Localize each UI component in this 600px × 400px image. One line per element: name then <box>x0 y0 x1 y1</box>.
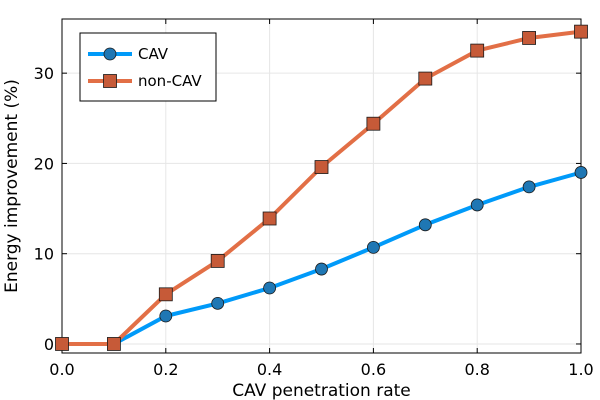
data-point <box>159 309 173 323</box>
data-point <box>574 24 588 39</box>
data-point <box>315 262 328 276</box>
y-tick-label: 10 <box>34 245 54 264</box>
y-tick-label: 0 <box>44 335 54 354</box>
data-point <box>470 198 484 212</box>
data-point <box>418 71 433 86</box>
legend-item: non-CAV <box>88 72 202 90</box>
data-point <box>366 240 380 254</box>
data-point <box>210 254 225 268</box>
y-tick-label: 30 <box>34 64 54 83</box>
data-point <box>418 218 432 232</box>
series-cav <box>55 166 588 351</box>
y-tick-label: 20 <box>34 154 54 173</box>
axes <box>61 18 582 354</box>
series-layer <box>55 24 588 351</box>
legend-box <box>79 32 217 102</box>
data-point <box>366 116 381 131</box>
data-point <box>158 287 173 302</box>
data-point <box>55 337 69 351</box>
ticks: 0.0 0.2 0.4 0.6 0.8 1.0 0 10 20 30 <box>34 19 594 379</box>
x-tick-label: 0.8 <box>464 360 489 379</box>
legend-label: CAV <box>138 45 169 63</box>
legend-item: CAV <box>88 45 169 63</box>
data-point <box>262 211 277 226</box>
plot-frame <box>61 18 582 354</box>
data-point <box>522 180 536 194</box>
data-point <box>314 160 329 174</box>
x-tick-label: 0.2 <box>153 360 178 379</box>
legend: CAV non-CAV <box>79 32 217 102</box>
data-point <box>522 31 536 45</box>
x-axis-label: CAV penetration rate <box>232 381 411 400</box>
x-tick-label: 0.4 <box>257 360 282 379</box>
y-axis-label: Energy improvement (%) <box>2 79 22 293</box>
x-tick-label: 0.0 <box>49 360 74 379</box>
x-tick-label: 1.0 <box>568 360 593 379</box>
data-point <box>470 43 485 58</box>
data-point <box>107 337 121 351</box>
data-point <box>574 166 588 179</box>
legend-label: non-CAV <box>138 72 202 90</box>
legend-marker <box>103 74 117 88</box>
legend-marker <box>103 47 117 61</box>
x-tick-label: 0.6 <box>361 360 386 379</box>
data-point <box>263 281 277 295</box>
series-non-cav <box>55 24 588 351</box>
data-point <box>211 296 225 310</box>
